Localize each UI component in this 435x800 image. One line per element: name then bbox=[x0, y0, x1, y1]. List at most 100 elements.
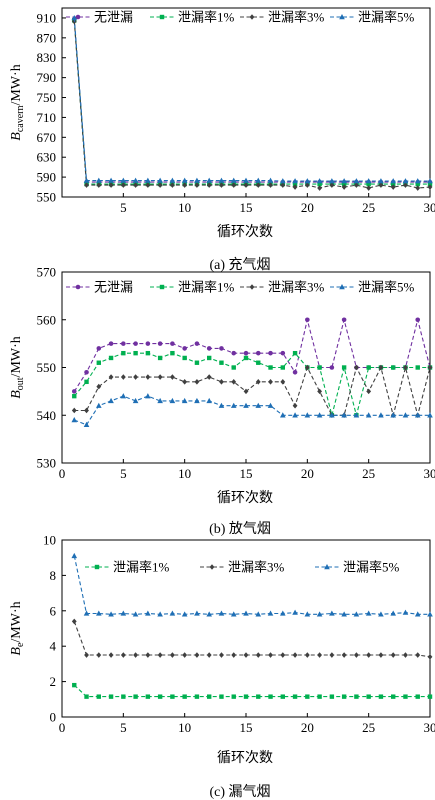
chart-c-x-tick-label: 15 bbox=[240, 720, 253, 735]
chart-a-series-2-point bbox=[84, 182, 89, 188]
chart-b-series-1-point bbox=[391, 365, 396, 370]
chart-b-series-0-point bbox=[71, 389, 77, 394]
chart-b-series-1-point bbox=[72, 393, 77, 399]
chart-b-series-3-point bbox=[365, 412, 372, 418]
chart-a-series-2-point bbox=[403, 182, 408, 188]
chart-b-plot-frame bbox=[61, 271, 431, 464]
chart-b-series-3-point bbox=[206, 397, 212, 404]
chart-a-series-3-point bbox=[169, 177, 176, 183]
chart-a-y-tick-label: 550 bbox=[37, 190, 57, 205]
chart-a-legend-1-label: 泄漏率1% bbox=[178, 10, 235, 25]
chart-a-ylabel-subscript: cavern bbox=[15, 106, 26, 133]
chart-c-y-tick-label: 8 bbox=[50, 568, 57, 583]
chart-b-legend-0-marker bbox=[75, 284, 81, 290]
chart-b-series-3-point bbox=[390, 412, 396, 418]
chart-b-series-3-point bbox=[414, 412, 421, 418]
chart-b-ylabel-symbol: B bbox=[9, 390, 24, 399]
chart-c-x-tick-label: 0 bbox=[59, 720, 66, 735]
chart-a-series-3-point bbox=[353, 178, 360, 184]
chart-a-series-2-point bbox=[194, 182, 200, 188]
chart-b-y-tick-label: 550 bbox=[37, 360, 57, 375]
chart-b-series-1-point bbox=[84, 379, 89, 385]
chart-b-series-2-point bbox=[378, 364, 384, 371]
chart-a-series-2-point bbox=[157, 182, 163, 188]
chart-a-y-tick-label: 750 bbox=[37, 90, 57, 105]
chart-c-series-2-point bbox=[83, 610, 90, 616]
chart-c-series-1-point bbox=[194, 652, 200, 658]
chart-b-series-3-point bbox=[218, 402, 225, 408]
chart-c-series-0-point bbox=[72, 682, 77, 688]
chart-a-series-3-point bbox=[378, 178, 384, 184]
chart-b-series-2-point bbox=[133, 374, 138, 380]
chart-b-series-0-point bbox=[121, 341, 126, 346]
chart-b-series-2-point bbox=[366, 388, 372, 395]
chart-b-x-tick-label: 10 bbox=[178, 466, 191, 481]
chart-b-series-0-point bbox=[329, 365, 335, 370]
chart-b-series-3-point bbox=[169, 397, 176, 404]
chart-b-series-3-point bbox=[145, 393, 151, 399]
chart-a-series-3-point bbox=[108, 177, 114, 183]
chart-b-y-tick-label: 540 bbox=[37, 408, 57, 423]
chart-a-series-3-point bbox=[316, 178, 323, 184]
chart-a-series-3-point bbox=[341, 178, 347, 184]
chart-c-series-1-line bbox=[73, 621, 431, 658]
chart-a-series-2-point bbox=[206, 182, 212, 188]
chart-a-series-3-point bbox=[218, 177, 225, 183]
chart-a-x-tick-label: 5 bbox=[120, 200, 127, 215]
chart-a-y-tick-label: 630 bbox=[37, 150, 57, 165]
chart-c-x-tick-label: 25 bbox=[362, 720, 375, 735]
chart-b-series-1-point bbox=[219, 360, 224, 365]
chart-a-series-0-line bbox=[73, 18, 430, 183]
chart-a-series-3-point bbox=[132, 177, 139, 183]
chart-b-series-2-point bbox=[71, 407, 77, 414]
chart-a-series-1-point bbox=[317, 181, 322, 187]
chart-a-y-tick-label: 710 bbox=[37, 110, 57, 125]
chart-b-series-3-point bbox=[267, 402, 274, 408]
chart-b-series-0-point bbox=[206, 346, 212, 351]
chart-c-series-0-point bbox=[268, 694, 273, 699]
chart-c-series-0-point bbox=[121, 694, 126, 699]
chart-a-series-2-point bbox=[378, 182, 384, 188]
chart-c-series-2-point bbox=[427, 611, 433, 617]
chart-b-caption: (b) 放气烟 bbox=[209, 521, 271, 537]
chart-a-series-2-point bbox=[120, 182, 126, 188]
chart-b-series-3-point bbox=[427, 412, 433, 418]
chart-c-x-tick-label: 20 bbox=[301, 720, 314, 735]
chart-a-x-tick-label: 10 bbox=[178, 200, 191, 215]
chart-b-series-1-point bbox=[366, 365, 371, 370]
chart-c-series-0-point bbox=[207, 694, 212, 699]
chart-b-series-3-point bbox=[230, 402, 237, 408]
chart-a-series-2-point bbox=[231, 182, 237, 188]
chart-b-series-1-point bbox=[157, 355, 163, 361]
chart-c-series-1-point bbox=[231, 652, 237, 658]
chart-b-series-1-point bbox=[280, 365, 285, 370]
chart-b-series-3-point bbox=[181, 397, 188, 404]
chart-b-series-3-point bbox=[280, 412, 286, 418]
chart-a-series-2-point bbox=[366, 185, 372, 191]
chart-c-series-2-point bbox=[353, 611, 360, 617]
chart-b-x-tick-label: 5 bbox=[120, 466, 127, 481]
chart-c-series-2-point bbox=[96, 610, 102, 616]
chart-a-x-tick-label: 30 bbox=[424, 200, 435, 215]
chart-a-legend-0-marker bbox=[75, 14, 81, 20]
chart-c-series-2-point bbox=[194, 610, 200, 616]
chart-a-caption: (a) 充气烟 bbox=[209, 257, 270, 273]
chart-b-series-2-point bbox=[120, 374, 126, 380]
chart-b-series-0-point bbox=[255, 350, 261, 356]
chart-c-ylabel-subscript: e bbox=[15, 642, 26, 647]
chart-a-series-1-point bbox=[427, 181, 433, 187]
chart-c-series-1-point bbox=[329, 652, 335, 658]
chart-c-series-1-point bbox=[120, 652, 126, 658]
chart-c-y-tick-label: 10 bbox=[43, 533, 56, 548]
chart-b-series-1-point bbox=[194, 360, 200, 365]
chart-b-series-3-point bbox=[402, 412, 409, 418]
chart-b-series-0-point bbox=[194, 341, 200, 346]
chart-c-series-0-point bbox=[96, 694, 101, 699]
chart-a-series-2-point bbox=[219, 182, 224, 188]
chart-b-series-1-point bbox=[317, 365, 322, 370]
chart-b-series-0-point bbox=[243, 350, 249, 356]
chart-c-series-1-point bbox=[390, 652, 396, 658]
chart-c-series-2-point bbox=[341, 611, 347, 617]
chart-a-series-3-point bbox=[71, 14, 78, 21]
chart-b-series-0-point bbox=[170, 341, 175, 346]
